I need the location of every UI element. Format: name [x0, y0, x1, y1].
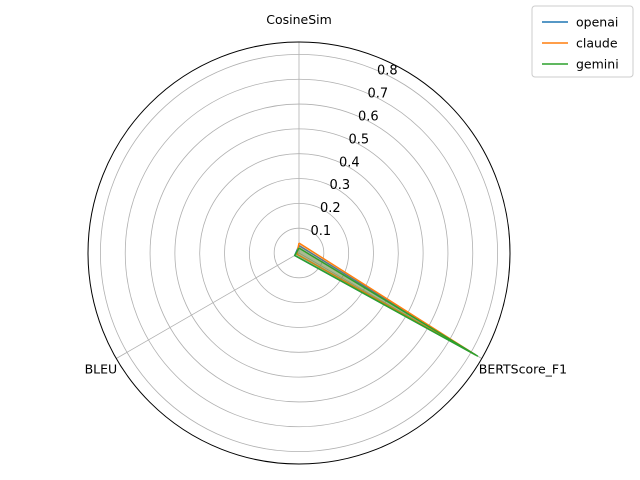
r-tick-label: 0.5	[348, 132, 369, 147]
r-tick-label: 0.2	[320, 201, 341, 216]
legend-frame	[531, 5, 634, 78]
outer-frame	[87, 41, 511, 465]
axis-label-bertscore_f1: BERTScore_F1	[479, 362, 567, 377]
axis-label-cosinesim: CosineSim	[266, 12, 332, 27]
series-line-gemini	[293, 247, 479, 357]
r-tick-label: 0.6	[358, 109, 379, 124]
axis-label-bleu: BLEU	[85, 362, 118, 377]
legend-label-claude: claude	[576, 36, 618, 51]
r-tick-label: 0.3	[329, 178, 350, 193]
grid-spoke	[116, 252, 300, 359]
radar-series	[293, 242, 479, 357]
r-tick-label: 0.4	[339, 155, 360, 170]
radar-labels: 0.1 0.2 0.3 0.4 0.5 0.6 0.7 0.8 CosineSim BERTSco…	[85, 12, 567, 377]
r-tick-label: 0.7	[367, 86, 388, 101]
r-tick-label: 0.8	[377, 64, 398, 79]
legend-label-openai: openai	[576, 15, 618, 30]
r-tick-label: 0.1	[310, 224, 331, 239]
legend: openai claude gemini	[531, 5, 634, 78]
legend-label-gemini: gemini	[576, 57, 619, 72]
